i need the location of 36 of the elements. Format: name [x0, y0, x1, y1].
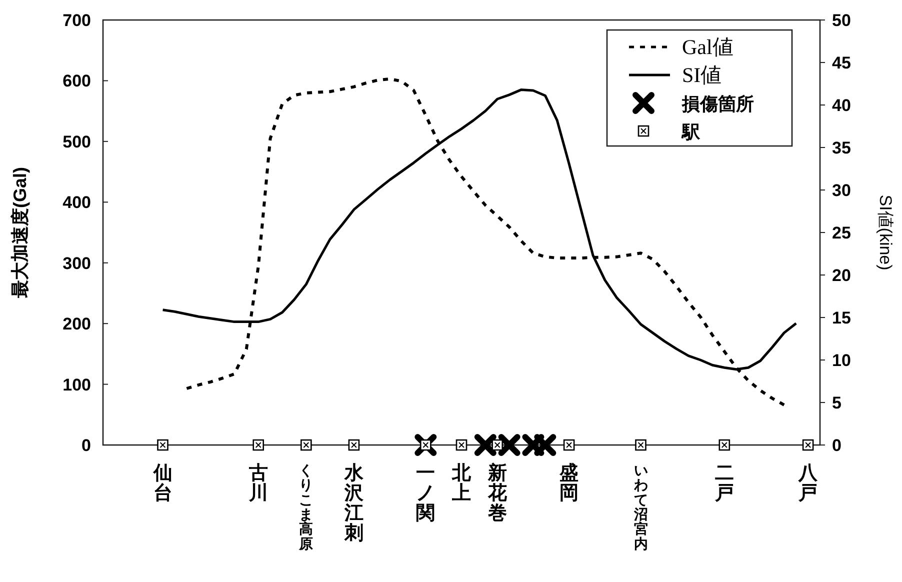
- y2-tick-label: 5: [832, 394, 842, 412]
- x-tick-label: 仙台: [152, 463, 172, 504]
- y-tick-label: 200: [62, 314, 91, 334]
- x-tick-label: 八戸: [798, 463, 819, 504]
- x-tick-label: くりこま高原: [298, 462, 314, 552]
- y2-tick-label: 0: [832, 436, 842, 455]
- x-tick-label: 新花巻: [486, 462, 508, 524]
- x-tick-label: 北上: [451, 462, 472, 504]
- legend-label: 損傷箇所: [681, 94, 754, 114]
- y2-tick-label: 45: [832, 54, 851, 72]
- x-tick-label: 古川: [248, 462, 268, 504]
- x-tick-label: 水沢江刺: [343, 462, 364, 544]
- y-tick-label: 500: [62, 132, 91, 152]
- y-tick-label: 100: [62, 375, 91, 394]
- x-tick-label: 一ノ関: [416, 463, 436, 524]
- y2-axis-title: SI値(kine): [876, 194, 895, 270]
- y-tick-label: 700: [62, 11, 91, 30]
- y2-tick-label: 50: [832, 11, 851, 30]
- y-tick-label: 0: [82, 436, 91, 455]
- y2-tick-label: 25: [832, 224, 851, 242]
- x-tick-label: 盛岡: [558, 462, 579, 504]
- y2-tick-label: 20: [832, 266, 851, 285]
- y-axis-title: 最大加速度(Gal): [10, 166, 30, 300]
- y-tick-label: 300: [62, 254, 91, 273]
- y2-tick-label: 30: [832, 181, 851, 200]
- y2-tick-label: 40: [832, 96, 851, 115]
- y2-tick-label: 15: [832, 308, 851, 328]
- y-tick-label: 400: [62, 193, 91, 212]
- legend-label: Gal値: [682, 35, 734, 59]
- x-tick-label: 二戸: [714, 463, 734, 504]
- legend-label: SI値: [682, 63, 722, 87]
- y-tick-label: 600: [62, 72, 91, 91]
- y2-tick-label: 10: [832, 351, 851, 370]
- y2-tick-label: 35: [832, 138, 851, 158]
- legend-label: 駅: [681, 122, 701, 142]
- x-tick-label: いわて沼宮内: [632, 462, 648, 552]
